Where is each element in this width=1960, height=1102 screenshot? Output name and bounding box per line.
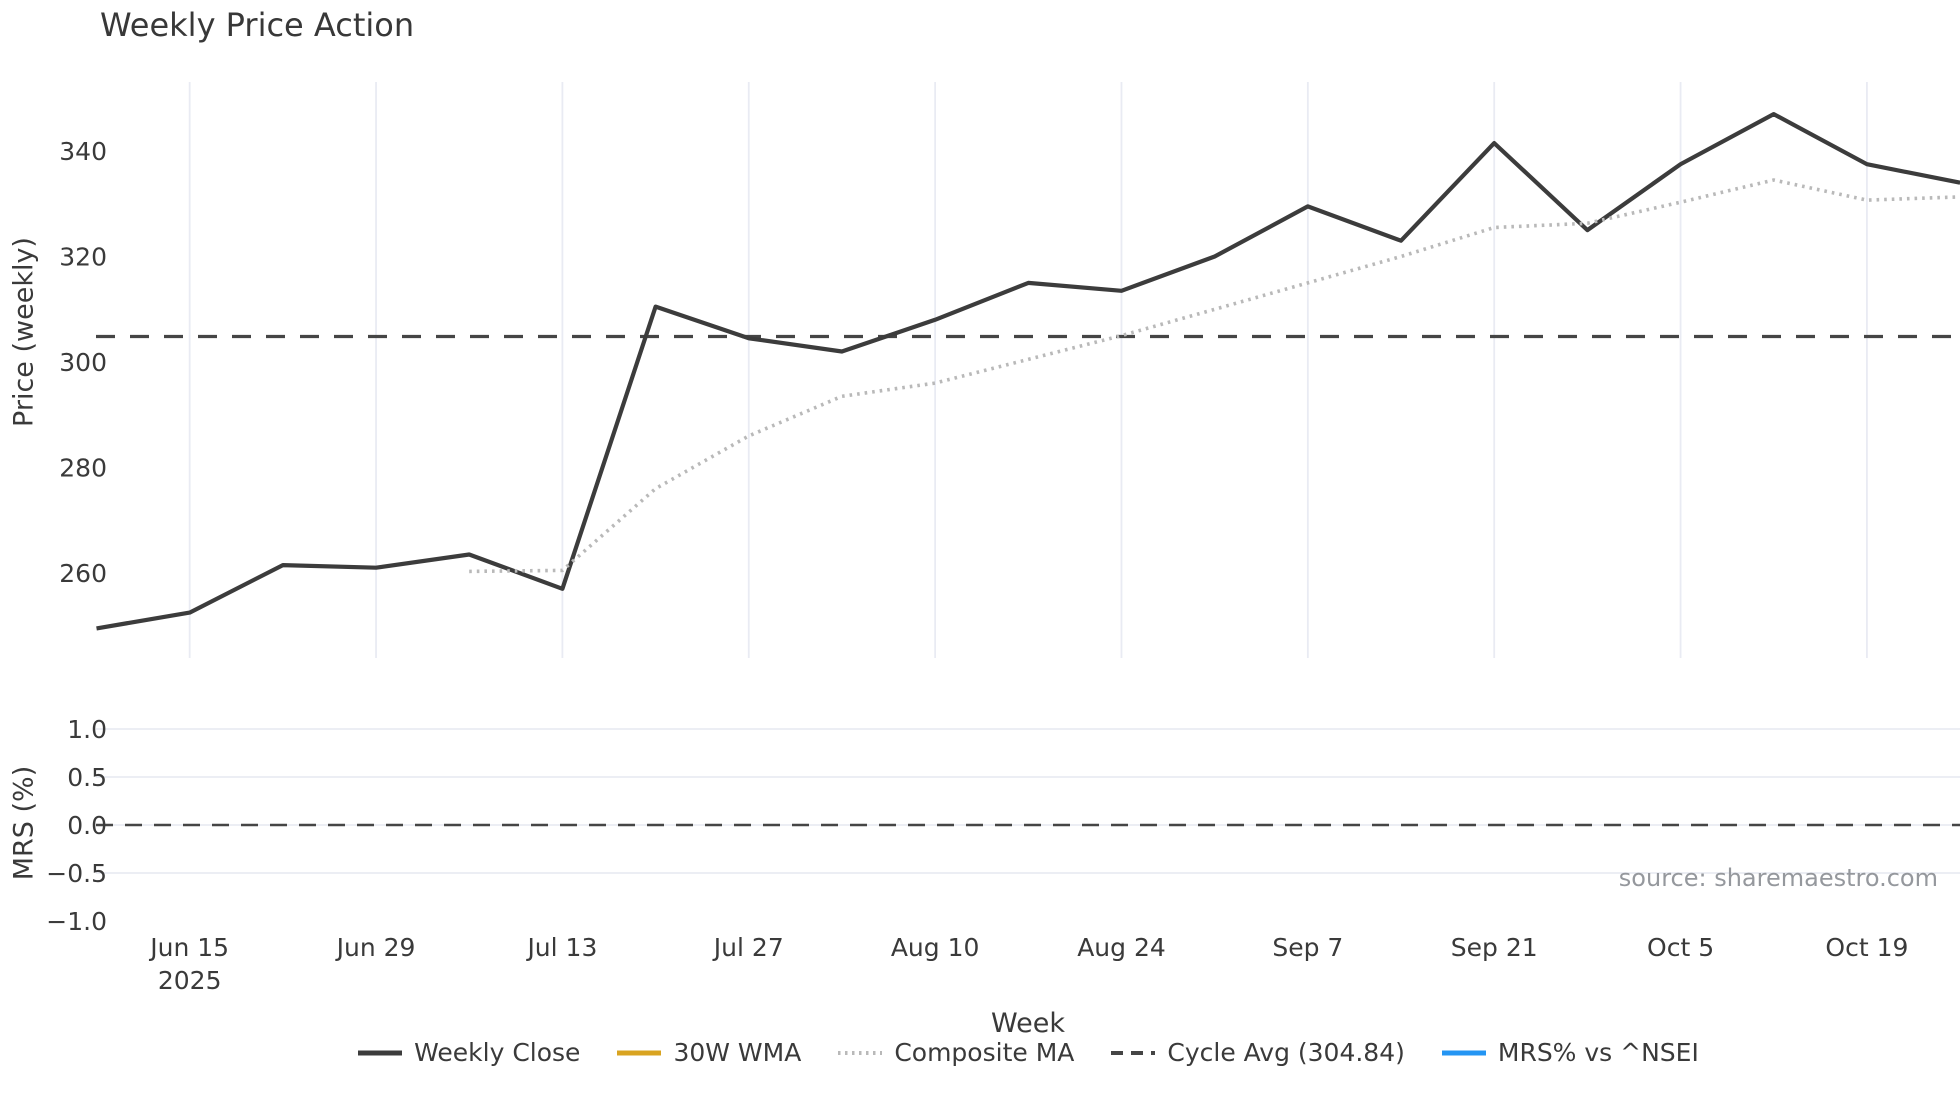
mrs-ytick-0.0: 0.0 — [67, 811, 107, 840]
xtick-sep-7: Sep 7 — [1272, 933, 1343, 962]
xtick-sep-21: Sep 21 — [1451, 933, 1538, 962]
xtick-year: 2025 — [158, 966, 222, 995]
legend-label: 30W WMA — [673, 1038, 802, 1067]
price-ytick-260: 260 — [59, 559, 107, 588]
legend-label: Composite MA — [894, 1038, 1075, 1067]
xtick-jun-29: Jun 29 — [335, 933, 416, 962]
mrs-ytick-1.0: 1.0 — [67, 715, 107, 744]
price-ytick-280: 280 — [59, 454, 107, 483]
legend-swatch-solid — [617, 1050, 662, 1055]
legend-swatch-dotted — [838, 1050, 883, 1055]
price-ytick-340: 340 — [59, 137, 107, 166]
mrs-ytick-−1.0: −1.0 — [46, 907, 107, 936]
legend-label: MRS% vs ^NSEI — [1497, 1038, 1699, 1067]
legend-item-mrs-vs-nsei: MRS% vs ^NSEI — [1441, 1038, 1699, 1067]
xtick-jul-27: Jul 27 — [712, 933, 784, 962]
mrs-axis-label: MRS (%) — [8, 765, 40, 881]
xtick-oct-5: Oct 5 — [1647, 933, 1714, 962]
xtick-oct-19: Oct 19 — [1825, 933, 1908, 962]
xtick-jul-13: Jul 13 — [525, 933, 597, 962]
legend-item-cycle-avg-304-84-: Cycle Avg (304.84) — [1110, 1038, 1405, 1067]
legend-label: Weekly Close — [414, 1038, 581, 1067]
xtick-jun-15: Jun 15 — [148, 933, 229, 962]
series-line-composite-ma — [469, 178, 1960, 574]
legend-item-weekly-close: Weekly Close — [357, 1038, 580, 1067]
price-ytick-320: 320 — [59, 243, 107, 272]
legend-item-30w-wma: 30W WMA — [616, 1038, 801, 1067]
mrs-ytick-0.5: 0.5 — [67, 763, 107, 792]
legend-swatch-dashed — [1111, 1050, 1156, 1055]
series-line-weekly-close — [96, 112, 1960, 631]
x-axis-label: Week — [991, 1008, 1065, 1039]
xtick-aug-24: Aug 24 — [1077, 933, 1166, 962]
chart-title: Weekly Price Action — [100, 6, 415, 44]
xtick-aug-10: Aug 10 — [891, 933, 980, 962]
source-credit: source: sharemaestro.com — [1618, 864, 1938, 892]
mrs-ytick-−0.5: −0.5 — [46, 859, 107, 888]
legend: Weekly Close 30W WMA Composite MA Cycle Avg… — [96, 1038, 1960, 1067]
price-axis-label: Price (weekly) — [8, 237, 40, 427]
price-ytick-300: 300 — [59, 348, 107, 377]
legend-swatch-solid — [358, 1050, 403, 1055]
legend-item-composite-ma: Composite MA — [837, 1038, 1074, 1067]
legend-label: Cycle Avg (304.84) — [1167, 1038, 1405, 1067]
legend-swatch-solid — [1441, 1050, 1486, 1055]
